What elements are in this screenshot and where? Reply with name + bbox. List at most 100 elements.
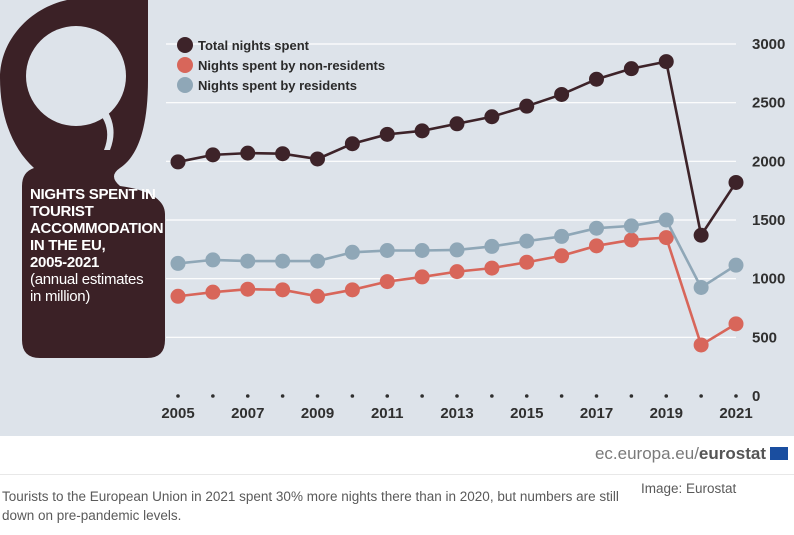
data-point <box>449 264 465 280</box>
data-point <box>205 252 221 268</box>
data-point <box>623 232 639 248</box>
source-label: ec.europa.eu/eurostat <box>595 444 766 464</box>
data-point <box>275 282 291 298</box>
title-line: ACCOMMODATION <box>30 220 164 237</box>
image-caption: Tourists to the European Union in 2021 s… <box>2 489 619 523</box>
door-hanger-slit <box>100 112 114 150</box>
data-point <box>344 282 360 298</box>
subtitle-line: in million) <box>30 288 91 305</box>
eu-flag-icon <box>770 447 788 460</box>
x-tick-label: 2009 <box>301 405 334 422</box>
legend-marker <box>177 57 193 73</box>
image-credit: Image: Eurostat <box>641 481 737 496</box>
data-point <box>484 260 500 276</box>
legend-marker <box>177 77 193 93</box>
x-axis-tick-dot <box>455 394 459 398</box>
data-point <box>344 136 360 152</box>
y-tick-label: 500 <box>752 329 777 346</box>
line-chart: 0 500 1000 1500 2000 2500 3000 2005 2007 2009 2011… <box>0 0 785 422</box>
data-point <box>170 154 186 170</box>
data-point <box>484 238 500 254</box>
x-axis-tick-dot <box>211 394 215 398</box>
x-axis-tick-dot <box>734 394 738 398</box>
legend-label: Nights spent by non-residents <box>198 58 385 73</box>
data-point <box>449 116 465 132</box>
y-tick-label: 1500 <box>752 212 785 229</box>
x-axis-tick-dot <box>594 394 599 398</box>
data-point <box>414 243 430 259</box>
y-tick-label: 3000 <box>752 36 785 53</box>
source-domain: ec.europa.eu/ <box>594 444 699 463</box>
data-point <box>728 316 744 332</box>
data-point <box>275 253 291 269</box>
x-tick-label: 2005 <box>161 405 194 422</box>
data-point <box>379 126 395 142</box>
x-axis-tick-dot <box>385 394 390 398</box>
y-tick-label: 1000 <box>752 271 785 288</box>
x-axis-tick-dot <box>524 394 529 398</box>
legend-label: Total nights spent <box>198 38 310 53</box>
data-point <box>693 279 709 295</box>
title-line: TOURIST <box>30 203 94 220</box>
data-point <box>728 174 744 190</box>
x-axis-tick-dot <box>280 394 285 398</box>
door-hanger-hole <box>26 26 126 126</box>
x-tick-label: 2007 <box>231 405 264 422</box>
y-tick-label: 0 <box>752 388 760 405</box>
data-point <box>414 123 430 139</box>
data-point <box>170 288 186 304</box>
data-point <box>414 269 430 285</box>
x-axis-tick-dot <box>420 394 424 398</box>
data-point <box>310 253 325 269</box>
data-point <box>310 151 325 167</box>
data-point <box>658 212 674 228</box>
x-axis-tick-dot <box>629 394 634 398</box>
data-point <box>554 86 570 102</box>
x-axis-tick-dot <box>699 394 703 398</box>
data-point <box>205 284 221 300</box>
data-point <box>449 242 465 258</box>
x-axis-tick-dot <box>245 394 250 398</box>
data-point <box>310 288 325 304</box>
data-point <box>519 233 535 249</box>
y-tick-label: 2500 <box>752 95 785 112</box>
source-brand: eurostat <box>698 444 766 463</box>
data-point <box>519 254 535 270</box>
chart-figure: 0 500 1000 1500 2000 2500 3000 2005 2007 2009 2011… <box>0 0 794 436</box>
source-bar: ec.europa.eu/eurostat <box>0 436 794 475</box>
data-point <box>240 253 256 269</box>
x-tick-label: 2017 <box>580 405 613 422</box>
x-tick-label: 2019 <box>650 405 683 422</box>
data-point <box>554 248 570 264</box>
data-point <box>693 337 709 353</box>
chart-title: NIGHTS SPENT IN TOURIST ACCOMMODATION IN… <box>30 186 164 305</box>
title-line: IN THE EU, <box>30 237 106 254</box>
legend-label: Nights spent by residents <box>198 78 357 93</box>
data-point <box>589 238 604 254</box>
data-point <box>589 71 604 87</box>
data-point <box>240 145 256 161</box>
legend-marker <box>177 37 193 53</box>
x-axis-tick-dot <box>176 394 180 398</box>
data-point <box>379 243 395 259</box>
data-point <box>658 230 674 246</box>
data-point <box>379 274 395 290</box>
data-point <box>275 146 291 162</box>
x-axis-tick-dot <box>490 394 494 398</box>
data-point <box>623 218 639 234</box>
subtitle-line: (annual estimates <box>30 271 144 288</box>
x-axis-tick-dot <box>315 394 320 398</box>
title-line: NIGHTS SPENT IN <box>30 186 156 203</box>
data-point <box>170 255 186 271</box>
x-axis-tick-dot <box>559 394 564 398</box>
data-point <box>205 147 221 163</box>
x-tick-label: 2013 <box>440 405 473 422</box>
data-point <box>240 281 256 297</box>
data-point <box>693 227 709 243</box>
y-tick-label: 2000 <box>752 153 785 170</box>
x-axis-tick-dot <box>350 394 355 398</box>
data-point <box>623 61 639 77</box>
x-tick-label: 2021 <box>719 405 752 422</box>
x-tick-label: 2011 <box>371 405 404 422</box>
data-point <box>589 220 604 236</box>
